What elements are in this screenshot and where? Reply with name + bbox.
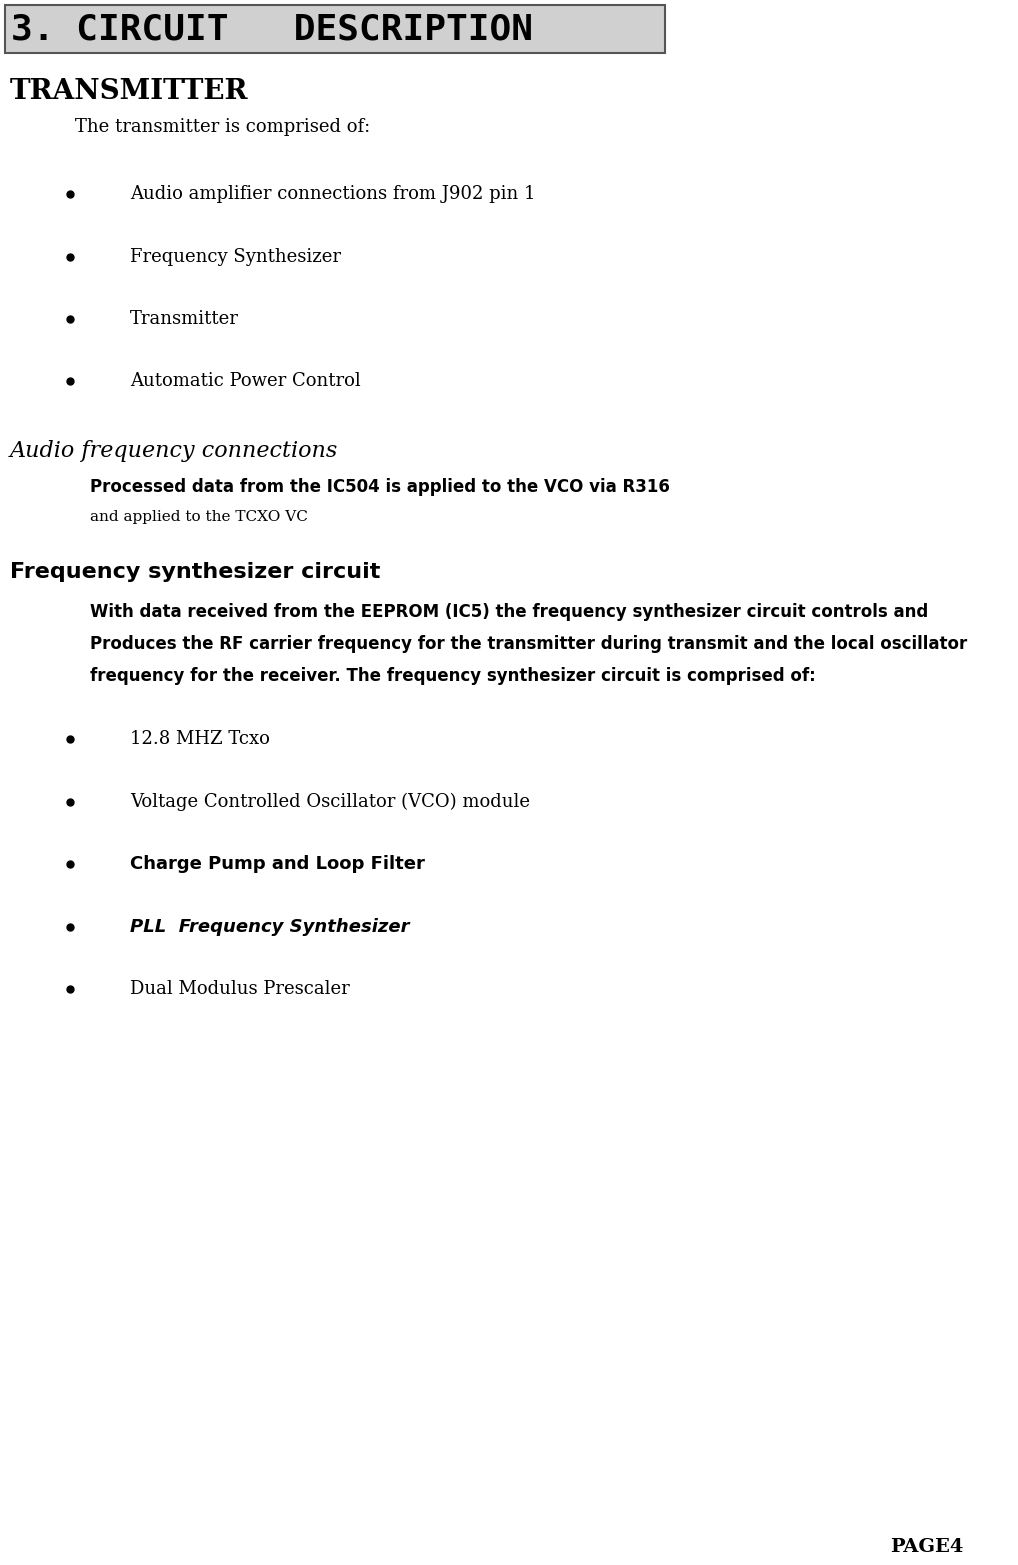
Text: TRANSMITTER: TRANSMITTER (10, 78, 248, 105)
Text: frequency for the receiver. The frequency synthesizer circuit is comprised of:: frequency for the receiver. The frequenc… (90, 667, 815, 685)
Text: Audio amplifier connections from J902 pin 1: Audio amplifier connections from J902 pi… (130, 185, 535, 203)
Text: and applied to the TCXO VC: and applied to the TCXO VC (90, 510, 307, 524)
Text: Frequency synthesizer circuit: Frequency synthesizer circuit (10, 562, 381, 582)
Text: Audio frequency connections: Audio frequency connections (10, 440, 338, 462)
Text: Charge Pump and Loop Filter: Charge Pump and Loop Filter (130, 854, 425, 873)
Text: Frequency Synthesizer: Frequency Synthesizer (130, 247, 341, 266)
Text: With data received from the EEPROM (IC5) the frequency synthesizer circuit contr: With data received from the EEPROM (IC5)… (90, 603, 928, 621)
Text: Produces the RF carrier frequency for the transmitter during transmit and the lo: Produces the RF carrier frequency for th… (90, 635, 967, 653)
Text: Processed data from the IC504 is applied to the VCO via R316: Processed data from the IC504 is applied… (90, 477, 670, 496)
Text: 3. CIRCUIT   DESCRIPTION: 3. CIRCUIT DESCRIPTION (11, 13, 533, 45)
Text: PAGE4: PAGE4 (890, 1538, 963, 1556)
Text: Automatic Power Control: Automatic Power Control (130, 372, 360, 390)
Text: Dual Modulus Prescaler: Dual Modulus Prescaler (130, 980, 350, 998)
FancyBboxPatch shape (5, 5, 665, 53)
Text: The transmitter is comprised of:: The transmitter is comprised of: (75, 117, 371, 136)
Text: Transmitter: Transmitter (130, 310, 239, 329)
Text: Voltage Controlled Oscillator (VCO) module: Voltage Controlled Oscillator (VCO) modu… (130, 793, 530, 811)
Text: PLL  Frequency Synthesizer: PLL Frequency Synthesizer (130, 919, 409, 936)
Text: 12.8 MHZ Tcxo: 12.8 MHZ Tcxo (130, 729, 270, 748)
